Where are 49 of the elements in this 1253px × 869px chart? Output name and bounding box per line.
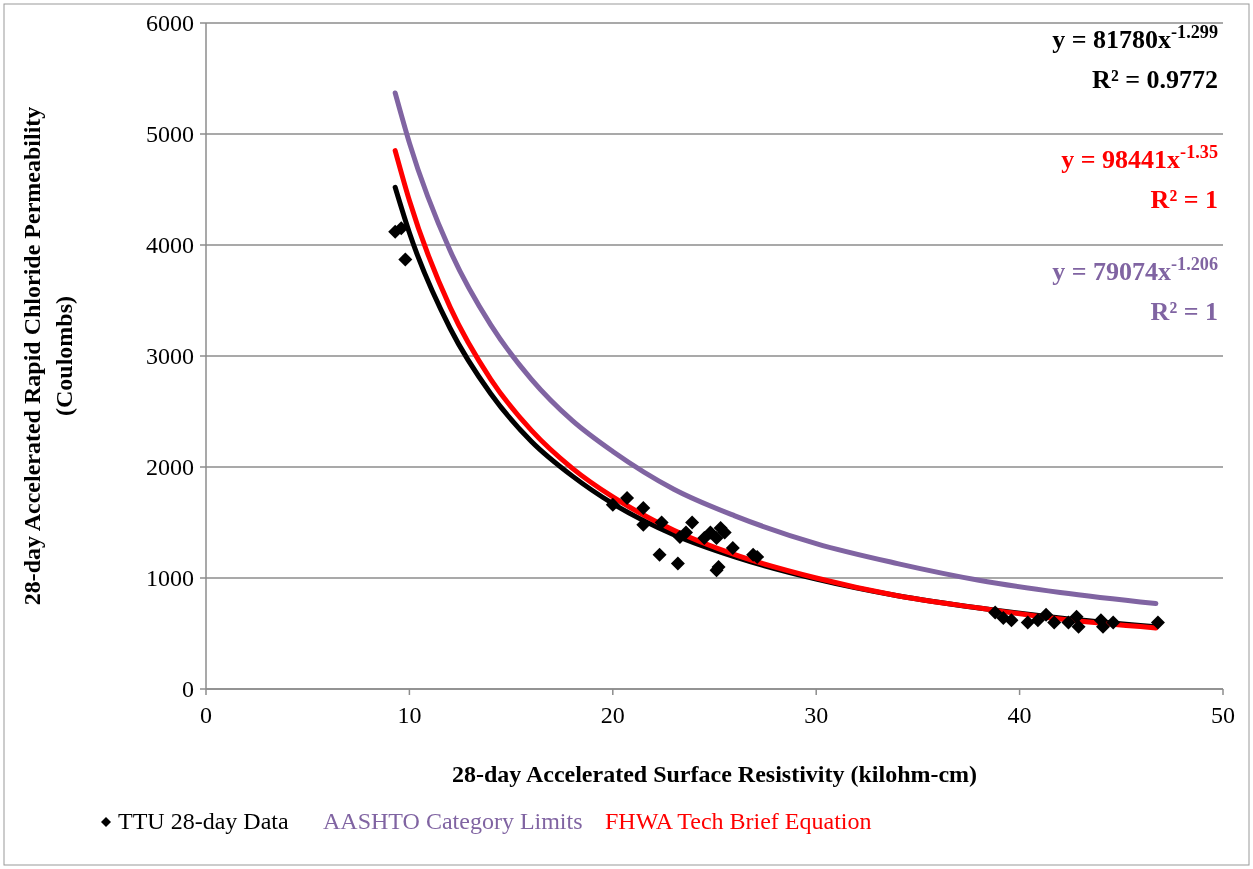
y-tick-label: 6000 — [146, 10, 194, 37]
point — [636, 501, 651, 516]
point — [1030, 613, 1045, 628]
x-tick-label: 40 — [1007, 702, 1032, 728]
point — [654, 515, 669, 530]
point — [620, 491, 635, 506]
point — [398, 252, 413, 267]
point — [652, 547, 667, 562]
point — [1039, 607, 1054, 622]
y-tick-label: 0 — [182, 676, 194, 703]
point — [670, 556, 685, 571]
y-tick-label: 3000 — [146, 343, 194, 370]
x-axis-title: 28-day Accelerated Surface Resistivity (kilohm-cm) — [451, 761, 978, 787]
point — [685, 515, 700, 530]
point — [1020, 615, 1035, 630]
y-axis-title: 28-day Accelerated Rapid Chloride Permeability (Coulombs) — [19, 106, 77, 606]
point — [1069, 609, 1084, 624]
point — [636, 517, 651, 532]
point — [1004, 613, 1019, 628]
text: AASHTO Category Limits — [323, 808, 583, 834]
point — [697, 531, 712, 546]
point — [988, 605, 1003, 620]
point — [1047, 615, 1062, 630]
x-tick-label: 10 — [397, 702, 422, 728]
point — [709, 531, 724, 546]
y-tick-label: 1000 — [146, 565, 194, 592]
point — [1071, 619, 1086, 634]
annotation: y = 98441x$^{-1.35}$ — [1061, 142, 1218, 174]
annotation: y = 81780x$^{-1.299}$ — [1052, 22, 1218, 54]
point — [1150, 615, 1165, 630]
y-tick-label: 5000 — [146, 121, 194, 148]
x-tick-label: 50 — [1211, 702, 1235, 728]
point — [672, 529, 687, 544]
point — [605, 497, 620, 512]
point — [1106, 615, 1121, 630]
x-tick-label: 0 — [200, 702, 212, 728]
y-tick-label: 2000 — [146, 454, 194, 481]
annotation: R² = 0.9772 — [1092, 65, 1218, 94]
annotation: R² = 1 — [1150, 297, 1218, 326]
text: FHWA Tech Brief Equation — [605, 808, 872, 834]
annotation: R² = 1 — [1150, 185, 1218, 214]
point — [717, 525, 732, 540]
legend-label: TTU 28-day Data — [118, 808, 289, 834]
annotation: y = 79074x$^{-1.206}$ — [1052, 254, 1218, 286]
x-tick-label: 30 — [804, 702, 829, 728]
point — [1061, 615, 1076, 630]
x-tick-label: 20 — [600, 702, 625, 728]
y-tick-label: 4000 — [146, 232, 194, 259]
point — [725, 541, 740, 556]
